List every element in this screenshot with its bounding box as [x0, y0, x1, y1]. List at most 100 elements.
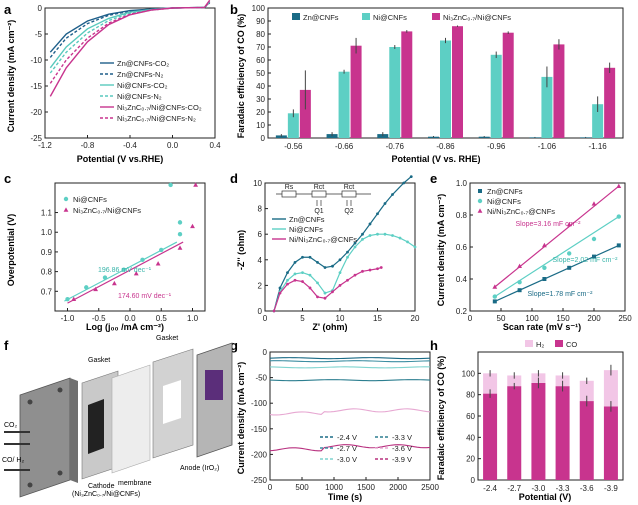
panel-h-legend-1-label: CO	[566, 340, 577, 349]
panel-b-xlabel: Potential (V vs. RHE)	[391, 154, 480, 164]
panel-b-bar	[541, 76, 553, 138]
panel-c-x-tick-label: 0.5	[156, 314, 168, 323]
panel-d-y-tick-label: 10	[253, 179, 262, 188]
panel-d-y-tick-label: 4	[258, 256, 263, 265]
panel-g-x-tick-label: 1000	[325, 483, 343, 492]
panel-b-bar	[440, 40, 451, 138]
panel-a-letter: a	[4, 2, 12, 17]
panel-c-y-tick-label: 0.9	[41, 248, 53, 257]
panel-d-circuit-label: Rs	[285, 184, 294, 191]
panel-b-bar	[389, 47, 401, 138]
cathode-endplate	[19, 377, 71, 498]
panel-d-point	[308, 273, 312, 277]
panel-b-category-label: -1.16	[589, 142, 608, 151]
panel-h-y-tick-label: 80	[466, 391, 475, 400]
panel-e-point	[616, 243, 621, 248]
panel-d-circuit-resistor	[281, 190, 297, 198]
panel-e-point	[591, 201, 597, 206]
gasket-2-window	[163, 380, 181, 424]
panel-a-legend-0-label: Zn@CNFs-CO₂	[117, 59, 169, 68]
panel-h-category-label: -3.6	[580, 484, 594, 493]
panel-d-point	[353, 273, 357, 277]
panel-h-bar-co	[579, 401, 594, 480]
panel-a-legend-4-label: Ni₃ZnC₀.₇/Ni@CNFs-CO₂	[117, 103, 202, 112]
panel-c-point	[193, 182, 199, 187]
panel-d-point	[286, 271, 289, 274]
panel-a-y-tick-label: -20	[30, 108, 42, 117]
panel-b-category-label: -0.96	[487, 142, 506, 151]
panel-d-point	[316, 281, 319, 285]
panel-h-y-tick-label: 100	[462, 369, 476, 378]
panel-a-y-tick-label: -25	[30, 134, 42, 143]
panel-h-category-label: -3.3	[556, 484, 570, 493]
label-cathode-material: (Ni₃ZnC₀.₇/Ni@CNFs)	[72, 491, 140, 498]
bolt	[27, 399, 33, 405]
panel-e-point	[567, 251, 572, 256]
membrane	[111, 364, 151, 474]
panel-a-ylabel: Current density (mA cm⁻²)	[6, 20, 16, 132]
panel-d-point	[376, 232, 379, 236]
panel-a-y-tick-label: -10	[30, 56, 42, 65]
label-co-h2: CO/ H₂	[2, 457, 24, 464]
panel-b-legend-0-swatch	[292, 13, 300, 20]
label-cathode: Cathode	[88, 483, 115, 490]
panel-d-point	[331, 290, 334, 294]
panel-e-point	[517, 280, 522, 285]
panel-b-y-tick-label: 80	[256, 30, 265, 39]
panel-d-point	[331, 264, 334, 268]
panel-d-point	[301, 280, 304, 283]
panel-h-category-label: -3.9	[604, 484, 618, 493]
panel-a-legend-3-label: Ni@CNFs-N₂	[117, 92, 162, 101]
panel-e-point	[542, 277, 547, 281]
panel-e-point	[492, 299, 497, 304]
panel-e-legend-1-swatch	[477, 198, 483, 204]
panel-b-bar	[299, 89, 311, 138]
panel-b-y-tick-label: 0	[261, 134, 266, 143]
panel-d-point	[346, 255, 349, 259]
panel-d-point	[346, 250, 349, 254]
panel-a-y-tick-label: 0	[38, 4, 43, 13]
panel-c-point	[140, 257, 145, 262]
panel-e-legend-2-label: Ni/Ni₃ZnC₀.₇@CNFs	[487, 207, 555, 216]
panel-c-y-tick-label: 1.1	[41, 209, 53, 218]
panel-a-legend-1-label: Zn@CNFs-N₂	[117, 70, 163, 79]
panel-b-letter: b	[230, 2, 238, 17]
panel-c-point	[177, 232, 183, 237]
panel-e-point	[492, 284, 498, 289]
label-anode: Anode (IrO₂)	[180, 465, 219, 472]
panel-d-point	[391, 234, 394, 237]
panel-e-slope-annotation-0: Slope=3.16 mF cm⁻²	[516, 221, 582, 228]
panel-e-point	[566, 222, 572, 227]
panel-g-letter: g	[230, 338, 238, 353]
label-co2: CO₂	[4, 422, 18, 429]
panel-d-x-tick-label: 5	[300, 314, 305, 323]
panel-c-y-tick-label: 1.0	[41, 228, 53, 237]
plot-frame	[477, 351, 624, 481]
panel-h-bar-co	[483, 393, 498, 480]
panel-g-legend-3-label: -3.6 V	[392, 444, 412, 453]
panel-g-y-tick-label: -200	[251, 450, 268, 459]
panel-b-ylabel: Faradaic efficiency of CO (%)	[236, 14, 246, 139]
panel-d-x-tick-label: 10	[336, 314, 345, 323]
panel-e-point	[591, 236, 597, 242]
panel-c-x-tick-label: -0.5	[92, 314, 106, 323]
panel-g-series-line-4	[269, 408, 431, 416]
panel-c-legend-0-label: Ni@CNFs	[73, 195, 107, 204]
panel-g-legend-1-label: -3.3 V	[392, 433, 412, 442]
panel-e-ylabel: Current density (mA cm⁻²)	[436, 194, 446, 306]
panel-c-legend-1-label: Ni₃ZnC₀.₇/Ni@CNFs	[73, 206, 141, 215]
panel-d-point	[323, 291, 327, 295]
panel-g-series-line-2	[269, 366, 431, 369]
panel-g-y-tick-label: -250	[251, 476, 268, 485]
panel-d-circuit-label: Rct	[344, 184, 355, 191]
panel-b-category-label: -0.86	[436, 142, 455, 151]
panel-h-y-tick-label: 0	[471, 476, 476, 485]
panel-g-y-tick-label: -50	[255, 374, 267, 383]
panel-c-slope-annotation-1: 174.60 mV dec⁻¹	[118, 293, 172, 300]
panel-g-legend-4-label: -3.0 V	[337, 455, 357, 464]
panel-d-xlabel: Z' (ohm)	[312, 322, 347, 332]
panel-c-y-tick-label: 0.8	[41, 268, 53, 277]
panel-b-y-tick-label: 70	[256, 43, 265, 52]
panel-e-point	[542, 242, 547, 248]
panel-h-bar-h2	[483, 373, 498, 394]
